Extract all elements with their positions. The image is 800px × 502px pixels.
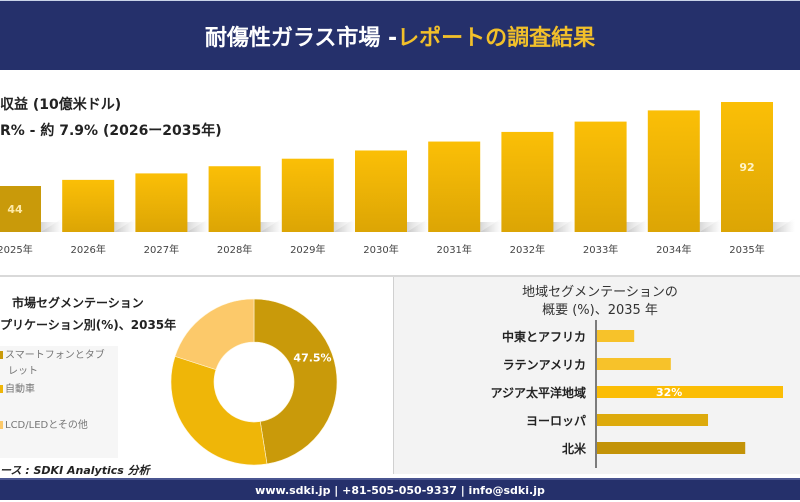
bar-shadow xyxy=(551,222,576,232)
x-tick-label: 2033年 xyxy=(583,243,618,256)
application-donut-chart: 47.5% xyxy=(170,298,338,466)
legend-label-continued: レット xyxy=(8,366,38,377)
region-bar xyxy=(597,414,709,426)
x-tick-label: 2034年 xyxy=(656,243,691,256)
bar-shadow xyxy=(258,222,283,232)
revenue-bar xyxy=(501,131,554,232)
revenue-bar xyxy=(281,158,334,232)
x-tick-label: 2025年 xyxy=(0,243,33,256)
regional-title-line2: 概要 (%)、2035 年 xyxy=(542,303,658,318)
x-tick-label: 2030年 xyxy=(363,243,398,256)
region-bar xyxy=(597,330,635,342)
revenue-chart-title: 収益 (10億米ドル) xyxy=(0,97,122,113)
revenue-bar xyxy=(0,186,41,232)
region-label: ラテンアメリカ xyxy=(503,358,586,372)
legend-item-smartphone: スマートフォンとタブ レット xyxy=(0,348,105,380)
x-tick-label: 2026年 xyxy=(70,243,105,256)
revenue-bar xyxy=(721,102,773,232)
regional-title-line1: 地域セグメンテーションの xyxy=(522,285,678,300)
legend-swatch xyxy=(0,421,3,429)
region-bar xyxy=(597,386,783,398)
region-label: ヨーロッパ xyxy=(526,414,586,428)
report-header: 耐傷性ガラス市場 - レポートの調査結果 xyxy=(0,0,800,70)
x-tick-label: 2032年 xyxy=(510,243,545,256)
donut-slice xyxy=(253,298,338,465)
x-tick-label: 2029年 xyxy=(290,243,325,256)
segment-title-line1: 市場セグメンテーション xyxy=(12,296,144,310)
bar-shadow xyxy=(112,222,137,232)
legend-item-automotive: 自動車 xyxy=(0,382,35,398)
section-divider xyxy=(0,275,800,277)
revenue-bar xyxy=(574,121,627,232)
bar-shadow xyxy=(39,222,63,232)
bar-shadow xyxy=(697,222,722,232)
bar-shadow xyxy=(331,222,356,232)
legend-swatch xyxy=(0,385,3,393)
bar-shadow xyxy=(624,222,649,232)
x-tick-label: 2031年 xyxy=(436,243,471,256)
footer-contact: www.sdki.jp | +81-505-050-9337 | info@sd… xyxy=(0,478,800,500)
donut-slice xyxy=(170,355,268,466)
bar-shadow xyxy=(771,222,795,232)
revenue-bar xyxy=(135,173,188,232)
donut-data-label: 47.5% xyxy=(293,351,331,364)
cagr-subtitle: R% - 約 7.9% (2026ー2035年) xyxy=(0,123,222,139)
legend-item-lcd-led: LCD/LEDとその他 xyxy=(0,418,88,434)
bar-shadow xyxy=(185,222,210,232)
x-tick-label: 2035年 xyxy=(729,243,764,256)
revenue-bar xyxy=(208,166,261,232)
x-tick-label: 2028年 xyxy=(217,243,252,256)
region-label: 中東とアフリカ xyxy=(502,329,586,344)
revenue-bar-chart: 44 92 2025年 2026年 2027年 2028年 2029年 2030年 2031年… xyxy=(0,102,795,256)
legend-swatch xyxy=(0,351,3,359)
revenue-bar xyxy=(647,110,700,232)
region-bar xyxy=(597,442,746,454)
source-note: ース : SDKI Analytics 分析 xyxy=(0,464,150,477)
bar-data-label: 44 xyxy=(7,203,23,216)
header-title-main: 耐傷性ガラス市場 - xyxy=(204,25,398,51)
segment-title-line2: プリケーション別(%)、2035年 xyxy=(0,318,177,332)
region-label: 北米 xyxy=(562,441,587,456)
bar-shadow xyxy=(405,222,429,232)
revenue-bar xyxy=(428,141,481,232)
revenue-bar xyxy=(355,150,407,232)
region-bar xyxy=(597,358,671,370)
header-title-accent: レポートの調査結果 xyxy=(397,25,596,51)
region-label: アジア太平洋地域 xyxy=(490,385,586,400)
donut-slice xyxy=(174,298,255,371)
legend-label: LCD/LEDとその他 xyxy=(5,420,88,431)
donut-legend: スマートフォンとタブ レット 自動車 LCD/LEDとその他 xyxy=(0,346,118,458)
regional-data-label: 32% xyxy=(656,386,682,399)
revenue-bar xyxy=(62,179,115,232)
x-tick-label: 2027年 xyxy=(144,243,179,256)
bar-shadow xyxy=(478,222,503,232)
bar-data-label: 92 xyxy=(739,161,754,174)
legend-label: スマートフォンとタブ xyxy=(5,350,105,361)
legend-label: 自動車 xyxy=(5,384,35,395)
